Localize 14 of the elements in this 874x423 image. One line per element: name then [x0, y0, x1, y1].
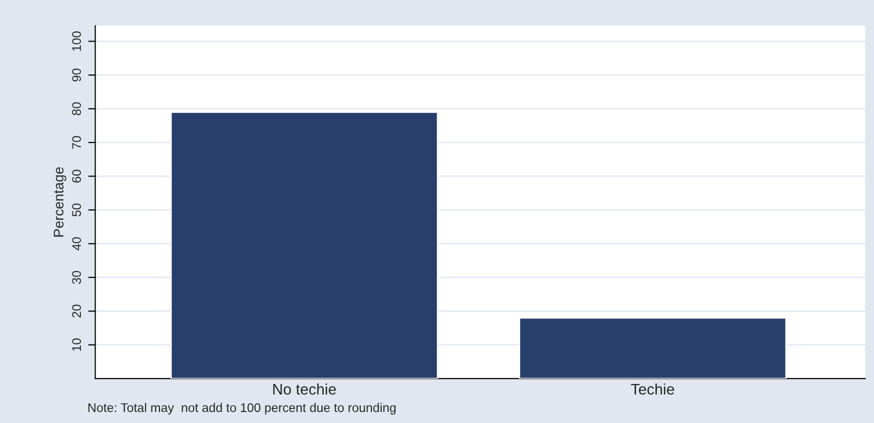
x-tick-label: Techie [630, 383, 674, 395]
y-axis-title: Percentage [54, 167, 66, 237]
y-tick-label: 50 [72, 203, 81, 216]
y-tick-label: 60 [72, 170, 81, 183]
y-tick-label: 20 [72, 304, 81, 318]
y-tick-label: 30 [72, 270, 81, 284]
y-tick-label: 90 [72, 68, 81, 82]
y-tick-label: 70 [72, 136, 81, 149]
y-tick-label: 80 [72, 102, 81, 116]
text: Note: Total may not add to 100 percent due to rounding [88, 402, 396, 415]
y-tick-label: 10 [72, 338, 81, 351]
y-tick-label: 40 [72, 237, 81, 250]
x-tick-label: No techie [273, 383, 336, 395]
y-tick-label: 100 [72, 31, 81, 51]
